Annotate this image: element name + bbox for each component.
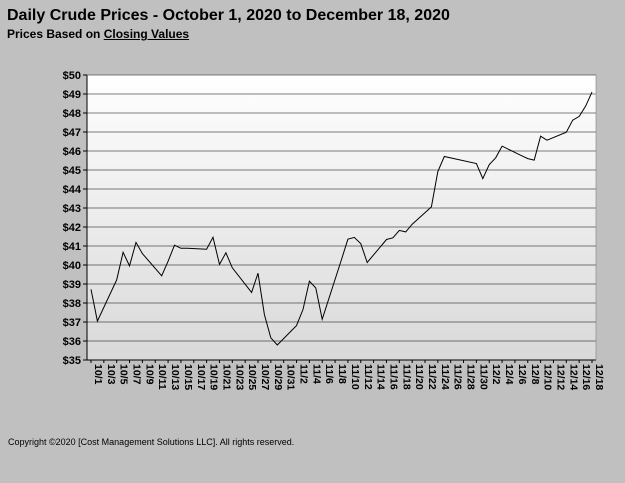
x-tick-label: 10/3 bbox=[105, 364, 117, 385]
x-tick-label: 10/15 bbox=[182, 364, 194, 390]
x-tick-label: 10/27 bbox=[259, 364, 271, 390]
x-tick-label: 12/14 bbox=[567, 364, 579, 390]
x-tick-label: 10/1 bbox=[92, 364, 104, 385]
x-tick-label: 12/12 bbox=[554, 364, 566, 390]
x-tick-label: 10/23 bbox=[233, 364, 245, 390]
x-tick-label: 10/11 bbox=[156, 364, 168, 390]
y-tick-label: $35 bbox=[63, 355, 81, 367]
y-tick-label: $50 bbox=[63, 70, 81, 82]
chart-title: Daily Crude Prices - October 1, 2020 to … bbox=[7, 7, 450, 24]
price-series bbox=[90, 91, 593, 346]
x-tick-label: 12/16 bbox=[580, 364, 592, 390]
x-tick-label: 10/31 bbox=[285, 364, 297, 390]
x-tick-label: 11/12 bbox=[362, 364, 374, 390]
gridlines bbox=[83, 74, 597, 361]
x-tick-label: 11/30 bbox=[477, 364, 489, 390]
x-tick-label: 10/5 bbox=[118, 364, 130, 385]
x-tick-label: 10/29 bbox=[272, 364, 284, 390]
x-tick-label: 10/21 bbox=[220, 364, 232, 390]
x-tick-label: 10/9 bbox=[143, 364, 155, 385]
y-tick-label: $45 bbox=[63, 165, 81, 177]
y-tick-label: $42 bbox=[63, 222, 81, 234]
y-tick-label: $47 bbox=[63, 127, 81, 139]
y-tick-label: $43 bbox=[63, 203, 81, 215]
x-tick-label: 11/20 bbox=[413, 364, 425, 390]
x-tick-label: 11/4 bbox=[310, 364, 322, 384]
x-tick-label: 10/17 bbox=[195, 364, 207, 390]
x-tick-label: 11/22 bbox=[426, 364, 438, 390]
y-axis-tick-labels: $35 $36 $37 $38 $39 $40 $41 $42 $43 $44 $45 $46 $47 $… bbox=[63, 70, 82, 367]
x-tick-label: 11/28 bbox=[465, 364, 477, 390]
x-tick-label: 11/6 bbox=[323, 364, 335, 384]
y-tick-label: $46 bbox=[63, 146, 81, 158]
x-tick-label: 11/18 bbox=[400, 364, 412, 390]
y-tick-label: $37 bbox=[63, 317, 81, 329]
x-tick-label: 12/6 bbox=[516, 364, 528, 385]
y-tick-label: $44 bbox=[63, 184, 82, 196]
x-tick-label: 11/8 bbox=[336, 364, 348, 384]
x-axis-tick-labels: 10/1 10/3 10/5 10/7 10/9 10/11 10/13 10/15 10/17… bbox=[90, 360, 605, 390]
x-tick-label: 11/2 bbox=[298, 364, 310, 384]
x-tick-label: 11/10 bbox=[349, 364, 361, 390]
y-tick-label: $36 bbox=[63, 336, 81, 348]
x-tick-label: 11/14 bbox=[375, 364, 387, 390]
x-tick-label: 12/8 bbox=[529, 364, 541, 385]
subtitle-closing-values: Closing Values bbox=[103, 27, 190, 41]
y-tick-label: $39 bbox=[63, 279, 81, 291]
y-tick-label: $41 bbox=[63, 241, 81, 253]
y-tick-label: $49 bbox=[63, 89, 81, 101]
x-tick-label: 12/18 bbox=[593, 364, 605, 390]
y-tick-label: $40 bbox=[63, 260, 81, 272]
x-tick-label: 12/4 bbox=[503, 364, 515, 385]
copyright-footer: Copyright ©2020 [Cost Management Solutio… bbox=[8, 437, 295, 447]
series-line bbox=[90, 91, 593, 346]
chart-subtitle: Prices Based on Closing Values bbox=[7, 27, 189, 41]
y-tick-label: $48 bbox=[63, 108, 81, 120]
x-tick-label: 12/10 bbox=[542, 364, 554, 390]
subtitle-prefix: Prices Based on bbox=[7, 27, 104, 41]
x-tick-label: 10/19 bbox=[208, 364, 220, 390]
x-tick-label: 11/24 bbox=[439, 364, 451, 390]
x-tick-label: 10/13 bbox=[169, 364, 181, 390]
x-tick-label: 11/26 bbox=[452, 364, 464, 390]
x-tick-label: 10/25 bbox=[246, 364, 258, 390]
x-tick-label: 12/2 bbox=[490, 364, 502, 385]
x-tick-label: 11/16 bbox=[387, 364, 399, 390]
x-tick-label: 10/7 bbox=[131, 364, 143, 385]
y-tick-label: $38 bbox=[63, 298, 81, 310]
plot-area bbox=[87, 75, 596, 360]
